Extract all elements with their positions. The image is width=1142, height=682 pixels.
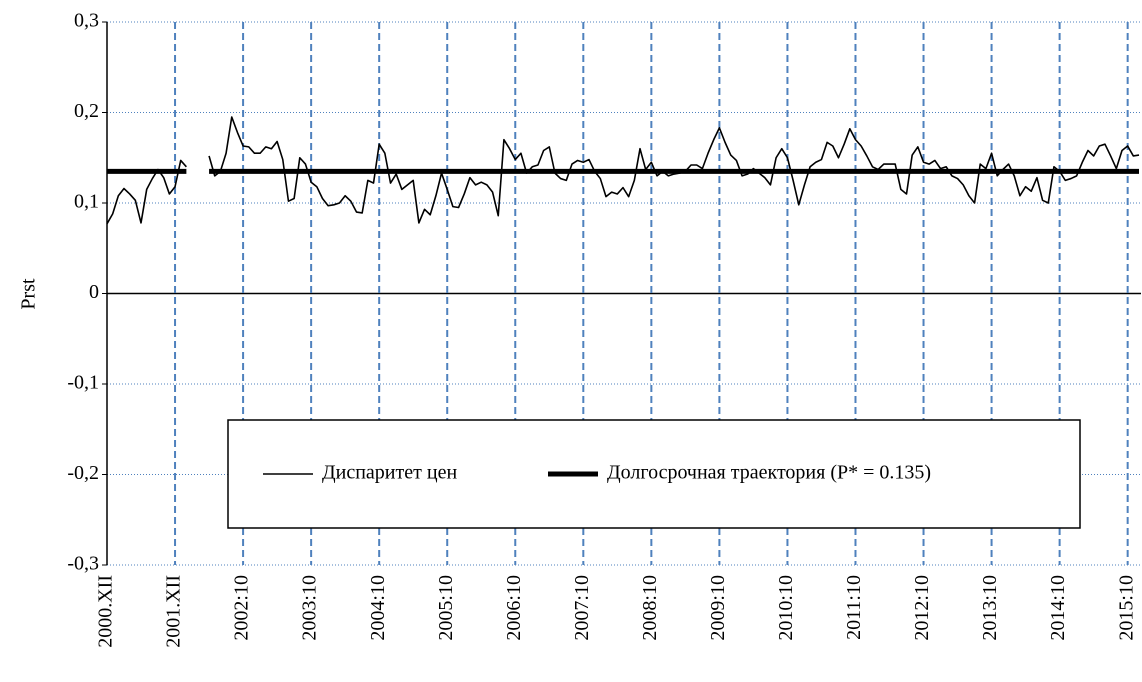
x-tick-label: 2007:10 <box>571 575 593 641</box>
data-line <box>106 116 1140 225</box>
x-tick-label: 2011:10 <box>843 575 865 640</box>
x-tick-label: 2009:10 <box>707 575 729 641</box>
x-tick-label: 2015:10 <box>1115 575 1137 641</box>
y-axis-label: Prst <box>18 278 40 310</box>
y-tick-label: 0,1 <box>74 191 99 213</box>
legend-box <box>227 419 1081 529</box>
x-tick-label: 2012:10 <box>911 575 933 641</box>
y-tick-label: 0,2 <box>74 100 99 122</box>
y-tick-label: -0,1 <box>67 372 99 394</box>
x-tick-label: 2001.XII <box>163 575 185 648</box>
x-tick-label: 2014:10 <box>1047 575 1069 641</box>
x-tick-label: 2006:10 <box>503 575 525 641</box>
x-tick-label: 2002:10 <box>231 575 253 641</box>
y-tick-label: 0,3 <box>74 10 99 32</box>
legend: Диспаритет цен Долгосрочная траектория (… <box>227 419 1081 529</box>
legend-label: Диспаритет цен <box>322 462 457 484</box>
x-tick-label: 2005:10 <box>435 575 457 641</box>
x-tick-label: 2000.XII <box>95 575 117 648</box>
x-tick-label: 2004:10 <box>367 575 389 641</box>
y-tick-label: -0,2 <box>67 462 99 484</box>
y-tick-label: 0 <box>89 281 99 303</box>
x-tick-label: 2003:10 <box>299 575 321 641</box>
x-tick-label: 2010:10 <box>775 575 797 641</box>
x-tick-label: 2008:10 <box>639 575 661 641</box>
x-tick-label: 2013:10 <box>979 575 1001 641</box>
legend-label: Долгосрочная траектория (P* = 0.135) <box>607 462 931 484</box>
y-tick-label: -0,3 <box>67 553 99 575</box>
